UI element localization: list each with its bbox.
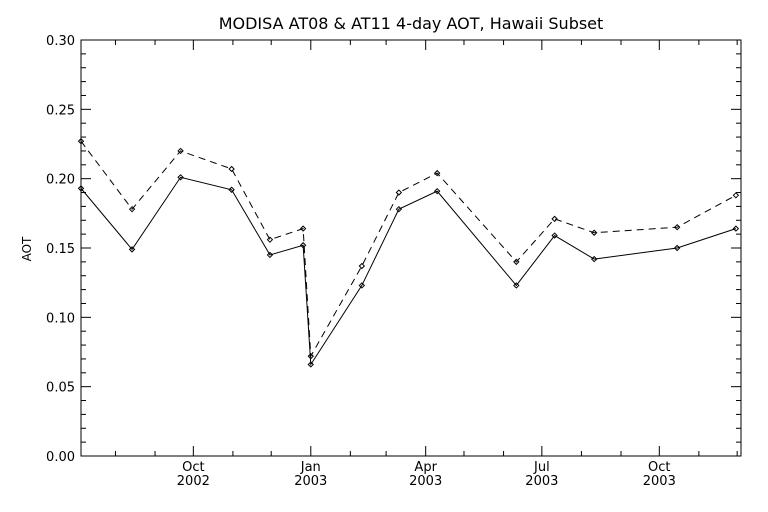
data-point bbox=[358, 282, 366, 289]
data-point bbox=[266, 251, 274, 259]
x-tick-month-label: Jul bbox=[533, 460, 550, 475]
plot-frame bbox=[80, 39, 742, 457]
data-point bbox=[433, 187, 441, 195]
x-tick-month-label: Jan bbox=[300, 460, 321, 475]
data-point bbox=[673, 223, 681, 231]
data-point bbox=[551, 232, 558, 239]
x-tick-year-label: 2003 bbox=[643, 474, 676, 489]
data-point bbox=[307, 352, 314, 360]
y-tick-label: 0.25 bbox=[46, 103, 75, 118]
data-point bbox=[590, 255, 598, 263]
data-point bbox=[395, 205, 403, 213]
data-point bbox=[128, 246, 136, 253]
data-point bbox=[673, 244, 681, 252]
y-tick-label: 0.00 bbox=[46, 450, 75, 465]
chart-title: MODISA AT08 & AT11 4-day AOT, Hawaii Sub… bbox=[219, 14, 604, 33]
y-tick-label: 0.30 bbox=[46, 34, 75, 49]
data-point bbox=[77, 185, 85, 192]
data-point bbox=[307, 361, 314, 368]
series-line-1 bbox=[80, 176, 737, 367]
data-point bbox=[177, 174, 184, 181]
data-point bbox=[299, 225, 307, 232]
data-point bbox=[590, 229, 598, 236]
y-axis-label: AOT bbox=[20, 236, 34, 261]
data-point bbox=[228, 165, 235, 173]
data-point bbox=[128, 205, 136, 213]
y-tick-label: 0.15 bbox=[46, 242, 75, 257]
data-point bbox=[358, 262, 366, 270]
data-point bbox=[395, 189, 403, 196]
data-point bbox=[513, 282, 520, 289]
data-point bbox=[513, 258, 520, 266]
y-tick-label: 0.05 bbox=[46, 381, 75, 396]
series-line-2 bbox=[80, 140, 737, 358]
x-tick-year-label: 2003 bbox=[294, 474, 327, 489]
data-point bbox=[266, 236, 274, 243]
x-tick-year-label: 2002 bbox=[177, 474, 210, 489]
x-tick-year-label: 2003 bbox=[409, 474, 442, 489]
data-point bbox=[732, 192, 740, 199]
y-tick-label: 0.10 bbox=[46, 311, 75, 326]
x-tick-month-label: Oct bbox=[182, 460, 204, 475]
data-point bbox=[77, 138, 85, 145]
data-point bbox=[299, 242, 307, 249]
y-axis: 0.00 0.05 0.10 0.15 0.20 0.25 0.30 bbox=[46, 34, 741, 465]
data-point bbox=[732, 225, 740, 232]
x-tick-year-label: 2003 bbox=[525, 474, 558, 489]
data-point bbox=[228, 186, 235, 193]
series-layer bbox=[77, 138, 740, 368]
data-point bbox=[433, 169, 441, 177]
data-point bbox=[177, 147, 184, 155]
x-tick-month-label: Apr bbox=[414, 460, 437, 475]
data-point bbox=[551, 215, 558, 223]
y-tick-label: 0.20 bbox=[46, 173, 75, 188]
x-tick-month-label: Oct bbox=[648, 460, 670, 475]
